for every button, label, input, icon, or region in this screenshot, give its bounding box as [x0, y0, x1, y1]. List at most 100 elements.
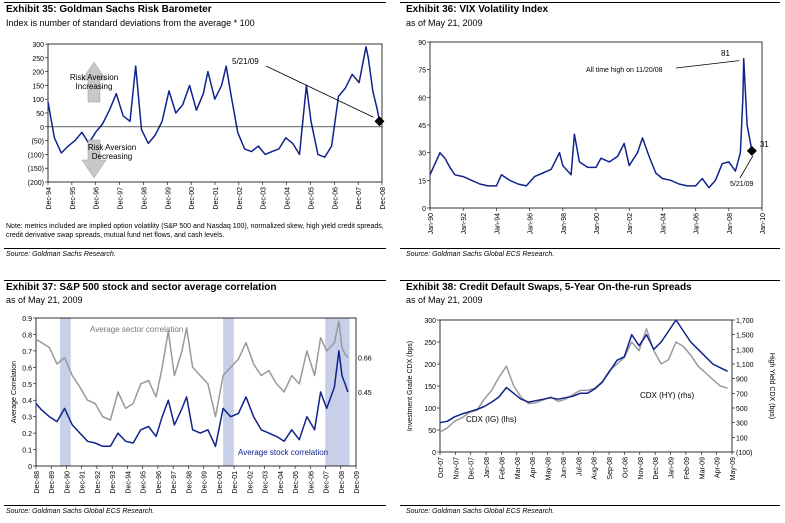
- x-tick-label: Dec-95: [141, 471, 148, 494]
- x-tick-label: Jun-08: [561, 457, 568, 479]
- x-tick-label: Jan-94: [494, 213, 501, 235]
- series-line-average-sector-correlation: [35, 320, 349, 421]
- panel-top-rule: [4, 2, 386, 3]
- x-tick-label: Dec-92: [95, 471, 102, 494]
- panel-source-rule: [4, 248, 386, 249]
- y2-tick-label: 500: [736, 406, 748, 413]
- x-tick-label: Dec-98: [186, 471, 193, 494]
- y2-tick-label: 1,700: [736, 318, 754, 325]
- x-tick-label: Dec-07: [324, 471, 331, 494]
- up-arrow-icon: [81, 61, 107, 103]
- x-tick-label: Jan-98: [561, 213, 568, 235]
- y-tick-label: 0.3: [22, 415, 32, 422]
- x-tick-label: Jan-08: [727, 213, 734, 235]
- x-tick-label: Jan-10: [760, 213, 767, 235]
- stock-end-value: 0.45: [358, 390, 372, 397]
- x-tick-label: Dec-04: [278, 471, 285, 494]
- x-tick-label: Dec-05: [308, 187, 315, 210]
- x-tick-label: Aug-08: [592, 457, 599, 480]
- ig-series-label: CDX (IG) (lhs): [466, 415, 517, 424]
- panel-subtitle: as of May 21, 2009: [6, 295, 83, 305]
- current-pointer: [739, 155, 754, 179]
- x-tick-label: Jul-08: [576, 457, 583, 476]
- panel-top-rule: [4, 280, 386, 281]
- x-tick-label: Dec-00: [217, 471, 224, 494]
- panel-subtitle: as of May 21, 2009: [406, 295, 483, 305]
- panel-source-rule: [400, 248, 780, 249]
- x-tick-label: May-09: [730, 457, 737, 480]
- x-tick-label: Nov-07: [453, 457, 460, 480]
- high-date-label: All time high on 11/20/08: [586, 67, 663, 74]
- y-tick-label: (50): [32, 139, 44, 146]
- x-tick-label: Dec-98: [141, 187, 148, 210]
- y-tick-label: 0.7: [22, 349, 32, 356]
- x-tick-label: Jan-92: [461, 213, 468, 235]
- y2-tick-label: 1,100: [736, 362, 754, 369]
- x-tick-label: Dec-96: [156, 471, 163, 494]
- y-tick-label: 45: [418, 123, 426, 130]
- high-pointer: [675, 60, 740, 69]
- x-tick-label: Dec-94: [46, 187, 53, 210]
- plot-frame: [439, 319, 733, 453]
- y-tick-label: 250: [424, 340, 436, 347]
- y-axis-label: Average Correlation: [11, 361, 18, 423]
- y-tick-label: 100: [424, 406, 436, 413]
- y-tick-label: 250: [32, 56, 44, 63]
- x-tick-label: Dec-02: [237, 187, 244, 210]
- x-tick-label: Dec-08: [339, 471, 346, 494]
- y-tick-label: 200: [424, 362, 436, 369]
- x-tick-label: Dec-03: [261, 187, 268, 210]
- y-tick-label: 0: [28, 464, 32, 471]
- recession-shade: [325, 318, 350, 466]
- recession-shade: [223, 318, 234, 466]
- panel-subtitle: Index is number of standard deviations f…: [6, 18, 255, 28]
- x-tick-label: Dec-04: [285, 187, 292, 210]
- y-tick-label: 75: [418, 68, 426, 75]
- callout-pointer: [265, 65, 374, 118]
- risk-barometer-chart: 300250200150100500(50)(100)(150)(200)Dec…: [28, 42, 387, 210]
- x-tick-label: Dec-02: [247, 471, 254, 494]
- y-tick-label: 50: [36, 111, 44, 118]
- x-tick-label: Jan-00: [594, 213, 601, 235]
- y-axis-label: Investment Grade CDX (bps): [407, 341, 414, 431]
- y-tick-label: 100: [32, 97, 44, 104]
- x-tick-label: Dec-91: [80, 471, 87, 494]
- x-tick-label: Dec-94: [125, 471, 132, 494]
- date-callout-label: 5/21/09: [232, 57, 259, 66]
- latest-value-marker: [746, 145, 757, 156]
- panel-correlation: Exhibit 37: S&P 500 stock and sector ave…: [0, 262, 392, 523]
- latest-value-marker: [374, 116, 385, 127]
- stock-series-label: Average stock correlation: [238, 448, 328, 457]
- x-tick-label: Sep-08: [607, 457, 614, 480]
- x-tick-label: Feb-09: [684, 457, 691, 479]
- y-tick-label: (150): [28, 166, 44, 173]
- y2-tick-label: 1,300: [736, 347, 754, 354]
- current-date-label: 5/21/09: [730, 181, 753, 188]
- y-tick-label: 300: [32, 42, 44, 49]
- x-tick-label: Dec-01: [213, 187, 220, 210]
- risk-aversion-decreasing-label: Decreasing: [92, 152, 132, 161]
- chart-source: Source: Goldman Sachs Global ECS Researc…: [6, 508, 155, 515]
- y-tick-label: 0: [422, 206, 426, 213]
- y-tick-label: 0: [432, 450, 436, 457]
- x-tick-label: Apr-09: [715, 457, 722, 478]
- y-tick-label: 0.2: [22, 431, 32, 438]
- panel-title: Exhibit 36: VIX Volatility Index: [406, 4, 549, 15]
- x-tick-label: Dec-07: [469, 457, 476, 480]
- y-tick-label: 15: [418, 178, 426, 185]
- y2-axis-label: High Yield CDX (bps): [768, 353, 775, 419]
- y2-tick-label: 900: [736, 377, 748, 384]
- x-tick-label: Jan-08: [484, 457, 491, 479]
- y-tick-label: 200: [32, 70, 44, 77]
- x-tick-label: Jan-02: [627, 213, 634, 235]
- y-tick-label: 50: [428, 428, 436, 435]
- x-tick-label: Feb-08: [499, 457, 506, 479]
- y-tick-label: 0.6: [22, 365, 32, 372]
- y-tick-label: 0.8: [22, 332, 32, 339]
- x-tick-label: Oct-07: [438, 457, 445, 478]
- panel-subtitle: as of May 21, 2009: [406, 18, 483, 28]
- chart-source: Source: Goldman Sachs Research.: [6, 251, 116, 258]
- risk-aversion-increasing-label: Risk Aversion: [70, 73, 118, 82]
- y2-tick-label: (100): [736, 450, 752, 457]
